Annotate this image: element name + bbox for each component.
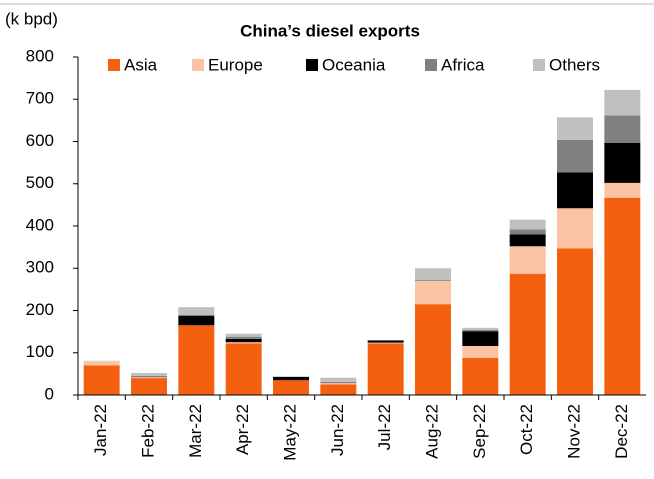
- bar-segment: [415, 280, 451, 305]
- bar-segment: [462, 345, 499, 358]
- bar-segment: [367, 340, 404, 343]
- bar-segment: [462, 327, 499, 330]
- legend-swatch: [533, 59, 545, 71]
- legend-label: Europe: [208, 55, 263, 74]
- bar-segment: [367, 343, 404, 395]
- bar-segment: [557, 248, 593, 395]
- bar-segment: [131, 373, 167, 376]
- bar-segment: [509, 234, 546, 247]
- bar-segment: [83, 365, 120, 395]
- x-tick-label: Apr-22: [233, 404, 252, 455]
- bar-segment: [509, 219, 546, 230]
- bar-segment: [557, 208, 593, 249]
- legend-label: Asia: [124, 55, 158, 74]
- bar-segment: [131, 378, 167, 395]
- x-tick-label: Jun-22: [328, 404, 347, 456]
- x-tick-label: Dec-22: [612, 404, 631, 459]
- bar-segment: [273, 380, 309, 395]
- bar-segment: [320, 381, 357, 384]
- x-tick-label: Nov-22: [564, 404, 583, 459]
- bar-segment: [320, 383, 357, 385]
- y-tick-label: 200: [26, 300, 54, 319]
- chart-title: China’s diesel exports: [240, 21, 420, 40]
- legend-label: Others: [549, 55, 600, 74]
- y-tick-label: 100: [26, 342, 54, 361]
- x-tick-label: Oct-22: [517, 404, 536, 455]
- bar-segment: [225, 342, 262, 344]
- bar-segment: [557, 172, 593, 209]
- x-tick-label: Jul-22: [375, 404, 394, 450]
- bar-segment: [225, 338, 262, 343]
- bar-segment: [225, 333, 262, 337]
- bar-segment: [462, 331, 499, 346]
- bar-segment: [178, 315, 215, 326]
- x-tick-label: Mar-22: [186, 404, 205, 458]
- y-tick-label: 0: [45, 384, 54, 403]
- bar-segment: [604, 89, 641, 116]
- legend-swatch: [192, 59, 204, 71]
- bar-segment: [462, 357, 499, 395]
- bar-segment: [415, 280, 451, 281]
- bar-segment: [509, 246, 546, 274]
- bar-segment: [367, 342, 404, 344]
- legend-swatch: [108, 59, 120, 71]
- bar-segment: [557, 117, 593, 140]
- y-axis-label: (k bpd): [5, 9, 58, 28]
- bar-segment: [320, 384, 357, 395]
- bar-segment: [509, 229, 546, 235]
- bar-segment: [178, 325, 215, 395]
- bar-segment: [415, 268, 451, 281]
- bar-segment: [273, 376, 309, 381]
- x-tick-label: Sep-22: [470, 404, 489, 459]
- bar-segment: [131, 375, 167, 378]
- bar-segment: [320, 377, 357, 382]
- bar-segment: [557, 139, 593, 173]
- bar-segment: [604, 142, 641, 183]
- bar-segment: [225, 343, 262, 395]
- bar-segment: [415, 304, 451, 395]
- x-tick-label: Jan-22: [91, 404, 110, 456]
- legend-label: Africa: [441, 55, 485, 74]
- y-tick-label: 500: [26, 173, 54, 192]
- x-tick-label: Aug-22: [422, 404, 441, 459]
- legend-swatch: [306, 59, 318, 71]
- bar-segment: [131, 377, 167, 379]
- y-tick-label: 800: [26, 46, 54, 65]
- y-tick-label: 400: [26, 215, 54, 234]
- bar-segment: [509, 273, 546, 395]
- bar-segment: [225, 336, 262, 339]
- legend-swatch: [425, 59, 437, 71]
- x-tick-label: Feb-22: [138, 404, 157, 458]
- bar-segment: [83, 361, 120, 366]
- bar-segment: [604, 182, 641, 198]
- bar-segment: [178, 307, 215, 315]
- legend-label: Oceania: [322, 55, 386, 74]
- bar-segment: [604, 115, 641, 143]
- y-tick-label: 300: [26, 258, 54, 277]
- bar-segment: [604, 197, 641, 395]
- x-tick-label: May-22: [280, 404, 299, 461]
- bar-segment: [462, 329, 499, 332]
- y-tick-label: 600: [26, 131, 54, 150]
- bar-segment: [178, 314, 215, 316]
- y-tick-label: 700: [26, 89, 54, 108]
